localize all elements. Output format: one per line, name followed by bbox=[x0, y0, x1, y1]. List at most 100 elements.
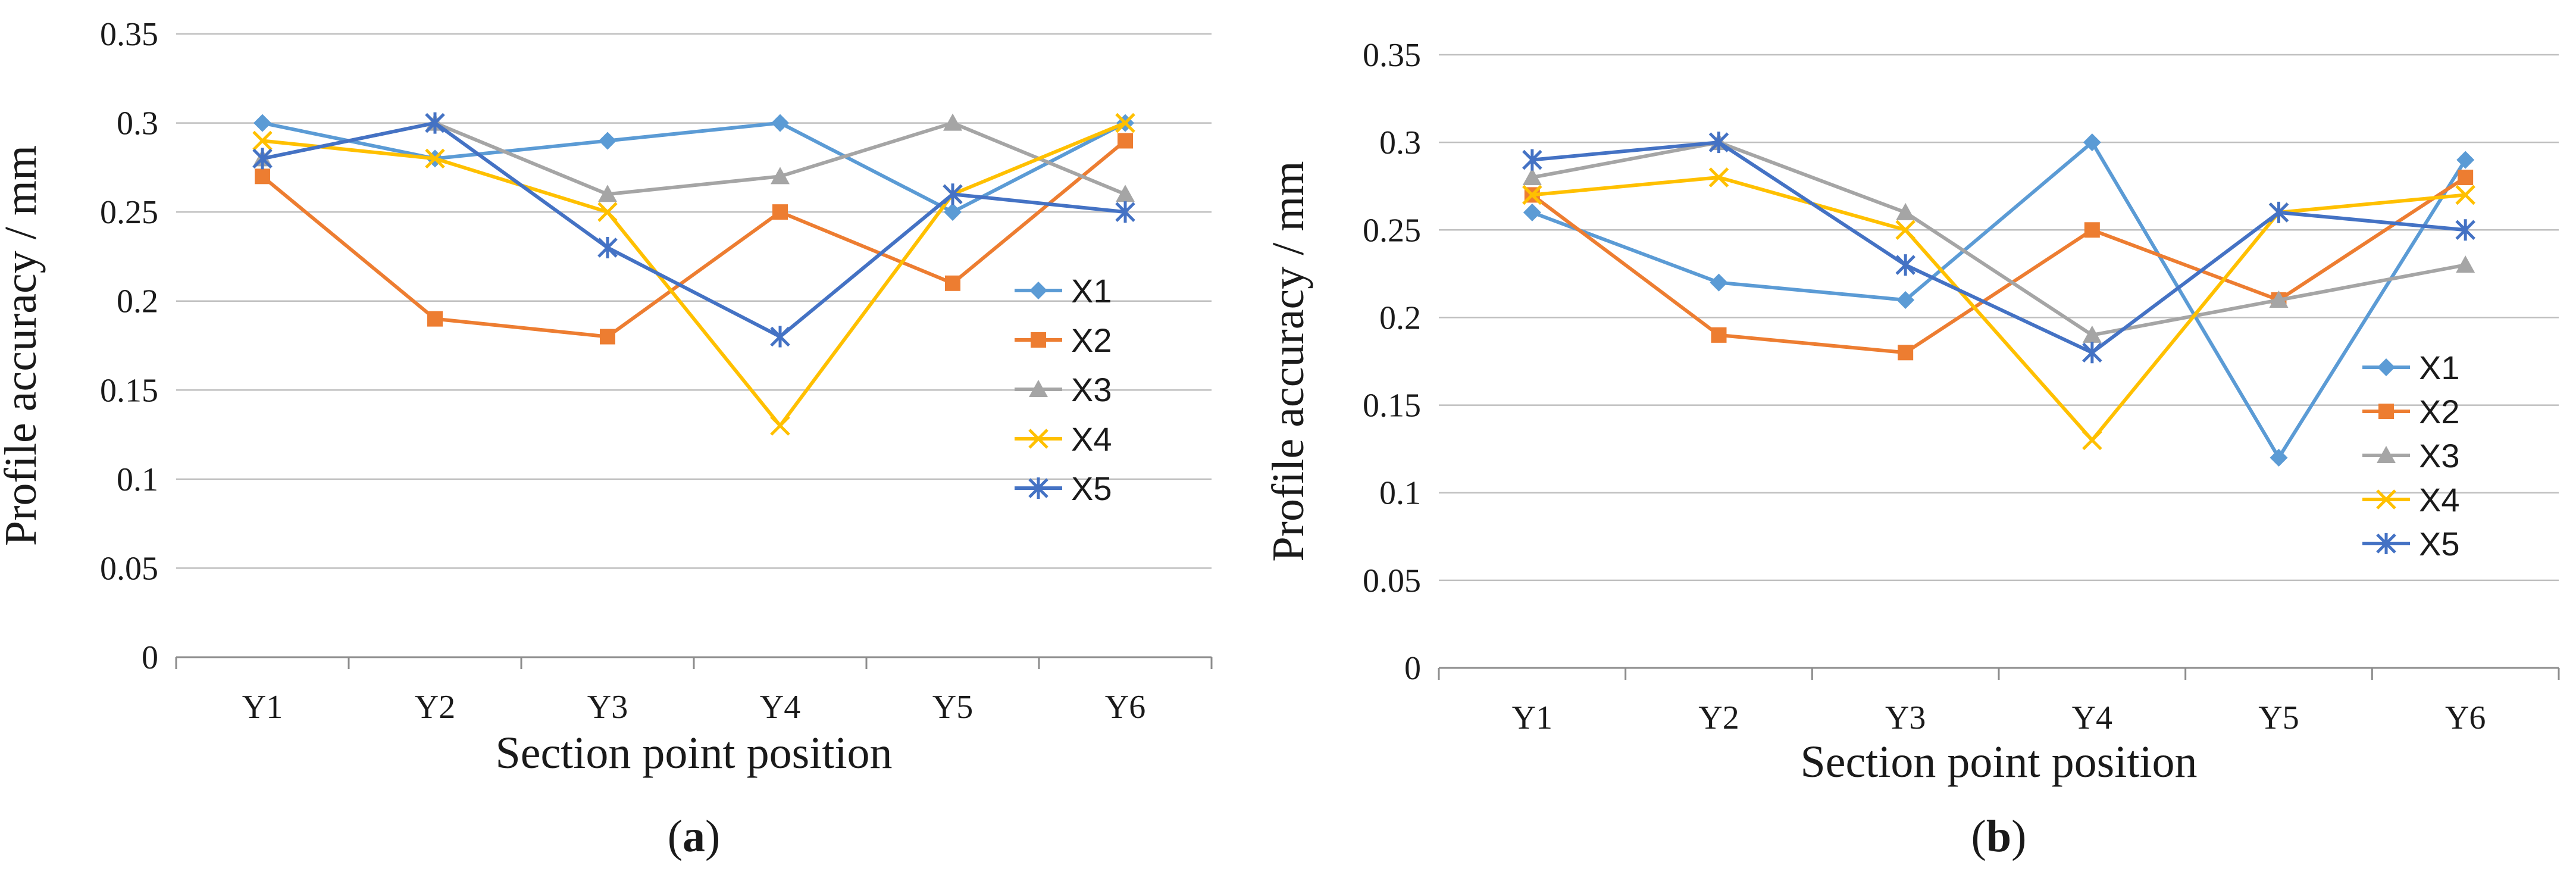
data-point-x5 bbox=[943, 183, 963, 205]
x-tick-label: Y2 bbox=[1698, 699, 1739, 736]
data-point-x5 bbox=[1522, 149, 1542, 171]
y-axis-title: Profile accuracy / mm bbox=[0, 145, 46, 546]
series-line-x2 bbox=[261, 139, 1126, 339]
series-line-x4 bbox=[1532, 176, 2466, 442]
data-point-x5 bbox=[252, 148, 273, 170]
y-tick-label: 0 bbox=[142, 639, 158, 676]
legend-marker bbox=[2376, 489, 2396, 510]
legend-label: X4 bbox=[2419, 481, 2460, 518]
legend-label: X1 bbox=[1071, 272, 1112, 310]
data-point-x4 bbox=[1708, 167, 1729, 188]
legend-label: X2 bbox=[1071, 321, 1112, 359]
y-tick-label: 0.35 bbox=[100, 16, 158, 53]
chart-panel-a: 0 0.05 0.1 0.15 0.2 0.25 0.3 0.35 Y1 Y2 Y3 Y4 Y5 Y6 Se… bbox=[0, 16, 1213, 861]
data-point-x1 bbox=[1710, 273, 1728, 292]
data-point-x1 bbox=[253, 114, 271, 132]
legend-label: X3 bbox=[2419, 437, 2460, 474]
data-point-x1 bbox=[944, 203, 962, 221]
legend-entry-x5: X5 bbox=[2362, 525, 2460, 563]
data-point-x1 bbox=[1896, 291, 1915, 309]
legend-entry-x2: X2 bbox=[1015, 321, 1112, 359]
y-tick-label: 0.25 bbox=[1363, 212, 1421, 249]
series-x5 bbox=[252, 112, 1135, 348]
x-tick-label: Y4 bbox=[2072, 699, 2112, 736]
legend-marker bbox=[1028, 477, 1048, 499]
x-axis-title: Section point position bbox=[1800, 737, 2197, 787]
x-tick-label: Y6 bbox=[2445, 699, 2486, 736]
data-point-x5 bbox=[1115, 201, 1135, 223]
legend: X1 X2 X3 X4 X5 bbox=[1015, 272, 1112, 507]
legend-entry-x1: X1 bbox=[2362, 349, 2460, 386]
legend-label: X2 bbox=[2419, 393, 2460, 430]
data-point-x3 bbox=[1522, 168, 1542, 185]
data-point-x4 bbox=[252, 130, 273, 151]
series-x1 bbox=[253, 114, 1134, 221]
data-point-x4 bbox=[2455, 185, 2475, 205]
data-point-x5 bbox=[1895, 254, 1915, 276]
data-point-x5 bbox=[425, 112, 445, 134]
legend-marker bbox=[2376, 533, 2396, 554]
series-x4 bbox=[1522, 167, 2475, 451]
data-point-x1 bbox=[2270, 448, 2288, 467]
data-point-x2 bbox=[1711, 327, 1727, 343]
legend-label: X1 bbox=[2419, 349, 2460, 386]
legend-entry-x1: X1 bbox=[1015, 272, 1112, 310]
data-point-x2 bbox=[1118, 133, 1133, 149]
legend-label: X3 bbox=[1071, 371, 1112, 408]
data-point-x4 bbox=[597, 202, 618, 222]
y-tick-label: 0.3 bbox=[1379, 124, 1421, 161]
data-point-x4 bbox=[2082, 430, 2102, 451]
y-tick-label: 0.05 bbox=[1363, 563, 1421, 599]
data-point-x1 bbox=[2083, 133, 2101, 152]
legend-label: X4 bbox=[1071, 420, 1112, 458]
x-axis-title: Section point position bbox=[495, 728, 892, 778]
legend-entry-x5: X5 bbox=[1015, 470, 1112, 507]
panel-label: (a) bbox=[668, 811, 721, 861]
series-line-x1 bbox=[1531, 140, 2467, 460]
legend-marker bbox=[2377, 446, 2396, 463]
data-point-x1 bbox=[771, 114, 789, 132]
x-tick-label: Y3 bbox=[587, 689, 628, 726]
y-tick-label: 0.15 bbox=[1363, 388, 1421, 424]
data-point-x5 bbox=[2268, 201, 2289, 223]
legend-entry-x2: X2 bbox=[2362, 393, 2460, 430]
x-tick-label: Y1 bbox=[1512, 699, 1553, 736]
data-point-x3 bbox=[2269, 290, 2289, 308]
series-line-x2 bbox=[1531, 176, 2467, 355]
x-tick-label: Y3 bbox=[1885, 699, 1926, 736]
data-point-x2 bbox=[2458, 170, 2474, 185]
y-tick-label: 0.1 bbox=[117, 461, 158, 498]
series-x3 bbox=[253, 113, 1135, 202]
data-point-x2 bbox=[600, 329, 615, 345]
legend-marker bbox=[1028, 429, 1048, 449]
legend-label: X5 bbox=[1071, 470, 1112, 507]
legend-marker bbox=[1031, 332, 1046, 348]
data-point-x4 bbox=[425, 148, 445, 169]
data-point-x1 bbox=[1523, 203, 1541, 221]
series-line-x4 bbox=[262, 121, 1126, 428]
series-x2 bbox=[255, 133, 1133, 345]
data-point-x2 bbox=[945, 275, 960, 291]
data-point-x3 bbox=[771, 167, 790, 185]
data-point-x3 bbox=[1116, 185, 1135, 202]
data-point-x4 bbox=[1895, 220, 1915, 240]
series-x3 bbox=[1522, 133, 2475, 343]
y-tick-label: 0.2 bbox=[1379, 299, 1421, 336]
y-tick-label: 0.15 bbox=[100, 372, 158, 409]
y-tick-label: 0.3 bbox=[117, 105, 158, 142]
legend-marker bbox=[2377, 358, 2395, 376]
data-point-x5 bbox=[2455, 219, 2475, 241]
data-point-x1 bbox=[599, 132, 616, 150]
y-tick-label: 0.05 bbox=[100, 550, 158, 587]
data-point-x3 bbox=[943, 113, 962, 131]
legend: X1 X2 X3 X4 X5 bbox=[2362, 349, 2460, 563]
legend-entry-x4: X4 bbox=[2362, 481, 2460, 518]
data-point-x2 bbox=[255, 168, 270, 185]
data-point-x5 bbox=[1708, 132, 1729, 154]
series-line-x5 bbox=[262, 121, 1126, 339]
data-point-x5 bbox=[770, 326, 790, 348]
data-point-x3 bbox=[1896, 202, 1915, 220]
data-point-x2 bbox=[772, 204, 788, 220]
data-point-x5 bbox=[597, 236, 618, 258]
data-point-x2 bbox=[2084, 222, 2100, 238]
